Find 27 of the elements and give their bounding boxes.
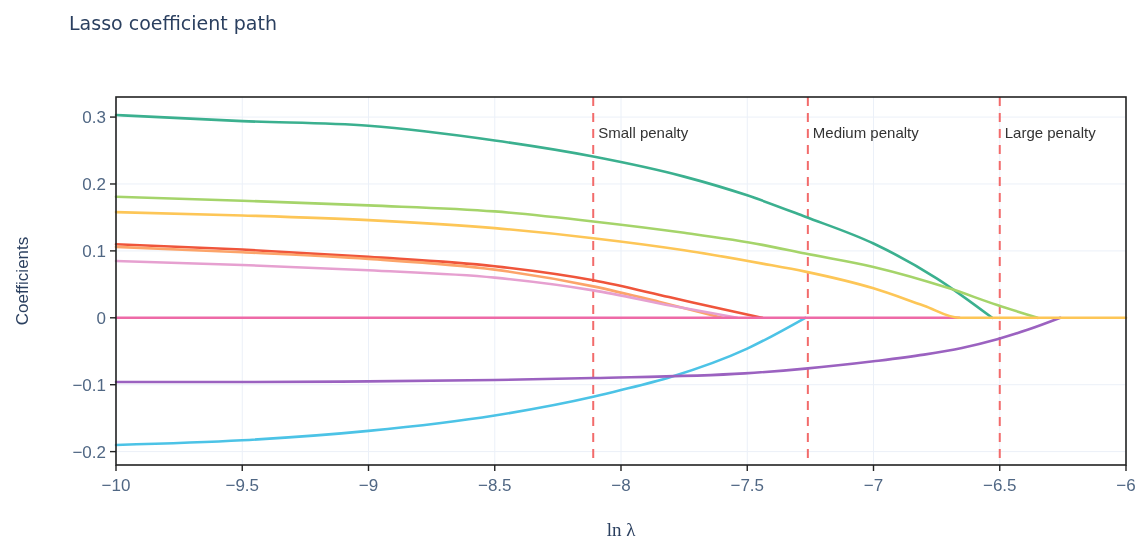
y-tick-label: 0 bbox=[96, 308, 106, 328]
ref-line-label: Small penalty bbox=[598, 124, 689, 141]
line-series bbox=[114, 316, 1062, 384]
x-tick-label: −9 bbox=[358, 476, 379, 495]
x-tick-label: −6 bbox=[1116, 476, 1136, 495]
y-tick-label: −0.1 bbox=[72, 375, 106, 395]
x-axis-title: ln λ bbox=[606, 519, 637, 540]
y-tick-label: 0.1 bbox=[82, 241, 106, 261]
x-tick-label: −8.5 bbox=[477, 476, 512, 495]
ref-line-label: Medium penalty bbox=[812, 124, 920, 141]
x-tick-label: −9.5 bbox=[225, 476, 260, 495]
line-series bbox=[114, 259, 739, 320]
line-series bbox=[114, 210, 1128, 320]
line-series bbox=[114, 316, 807, 447]
x-tick-label: −7.5 bbox=[730, 476, 765, 495]
line-series bbox=[114, 195, 1039, 320]
x-tick-label: −10 bbox=[101, 476, 131, 495]
y-tick-label: 0.3 bbox=[82, 108, 106, 128]
x-tick-label: −6.5 bbox=[982, 476, 1017, 495]
y-axis-title: Coefficients bbox=[13, 236, 32, 326]
y-tick-label: −0.2 bbox=[72, 442, 106, 462]
ref-line-label: Large penalty bbox=[1004, 124, 1097, 141]
chart-title: Lasso coefficient path bbox=[69, 12, 277, 34]
x-tick-label: −7 bbox=[863, 476, 884, 495]
line-series bbox=[114, 113, 994, 320]
y-tick-label: 0.2 bbox=[82, 174, 106, 194]
x-tick-label: −8 bbox=[611, 476, 631, 495]
